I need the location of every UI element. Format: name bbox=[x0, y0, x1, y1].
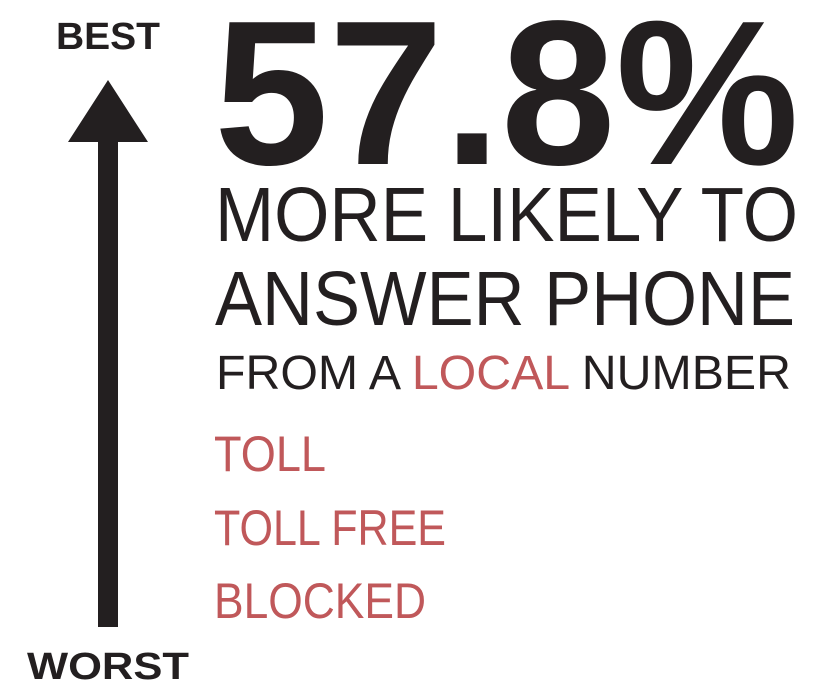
headline-stat: 57.8% bbox=[214, 0, 799, 208]
headline-line: FROM A LOCAL NUMBER bbox=[216, 347, 791, 400]
highlight: LOCAL bbox=[412, 347, 570, 400]
arrow-head bbox=[68, 80, 148, 142]
worst-label: WORST bbox=[27, 646, 189, 684]
headline-line: ANSWER PHONE bbox=[215, 256, 795, 342]
headline-line: MORE LIKELY TO bbox=[215, 172, 798, 258]
option: BLOCKED bbox=[214, 573, 426, 629]
option: TOLL bbox=[214, 426, 326, 482]
text: NUMBER bbox=[568, 347, 791, 400]
option: TOLL FREE bbox=[214, 500, 446, 556]
text: FROM A bbox=[216, 347, 412, 400]
arrow-shaft bbox=[98, 140, 118, 627]
best-label: BEST bbox=[56, 16, 160, 58]
